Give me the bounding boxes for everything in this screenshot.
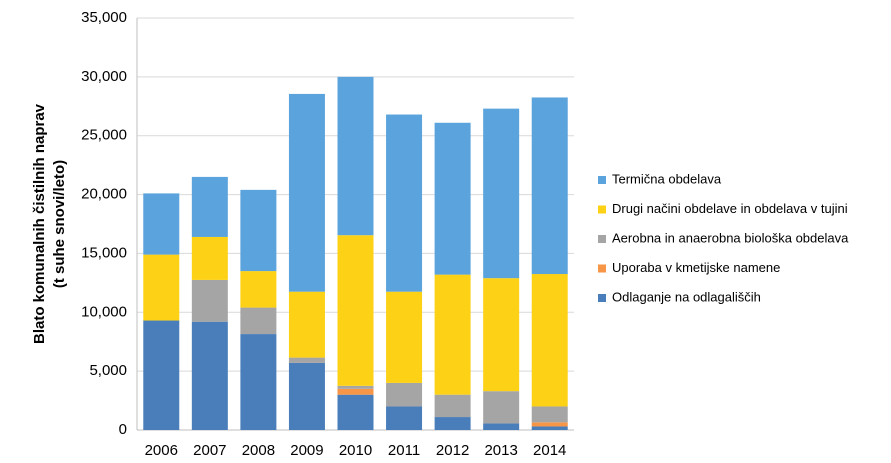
bar-segment [337,235,374,386]
bar-segment [386,114,423,292]
legend-swatch [598,235,606,243]
bar-segment [531,406,568,423]
bar-segment [288,362,325,430]
y-tick-label: 15,000 [81,244,127,261]
y-axis-label: (t suhe snovi/leto) [51,160,68,288]
bar-segment [386,382,423,407]
x-tick-label: 2013 [484,442,517,459]
bar-segment [143,254,180,321]
bar-segment [386,406,423,430]
bar-segment [337,76,374,236]
bar-segment [337,385,374,389]
x-tick-label: 2008 [242,442,275,459]
y-tick-label: 25,000 [81,127,127,144]
bar-segment [288,291,325,358]
legend-label: Odlaganje na odlagališčih [612,289,761,304]
bar-segment [434,417,471,430]
legend-swatch [598,205,606,214]
bar-segment [191,176,228,237]
bar-segment [240,271,277,308]
y-tick-label: 10,000 [81,303,127,320]
y-tick-label: 35,000 [81,9,127,26]
bar-segment [240,189,277,272]
bar-segment [483,108,520,279]
bar-segment [240,307,277,335]
legend-label: Aerobna in anaerobna biološka obdelava [612,230,849,245]
bar-segment [434,122,471,275]
legend-swatch [598,264,606,273]
bar-segment [337,388,374,395]
y-axis-label: Blato komunalnih čistilnih naprav [31,103,48,344]
bar-segment [337,394,374,430]
y-tick-label: 5,000 [89,362,127,379]
bar-segment [191,321,228,430]
x-tick-label: 2010 [339,442,372,459]
bar-segment [531,274,568,407]
x-tick-label: 2014 [533,442,566,459]
bar-segment [386,291,423,383]
x-tick-label: 2007 [193,442,226,459]
y-tick-label: 30,000 [81,68,127,85]
x-tick-label: 2006 [145,442,178,459]
legend-swatch [598,176,606,184]
legend-label: Uporaba v kmetijske namene [612,260,780,275]
legend-swatch [598,294,606,302]
bar-segment [143,193,180,255]
bar-segment [483,423,520,430]
bar-segment [531,97,568,275]
bar-segment [531,426,568,430]
legend-label: Termična obdelava [612,171,722,186]
x-tick-label: 2011 [388,442,420,459]
y-tick-label: 0 [119,421,127,438]
y-tick-label: 20,000 [81,186,127,203]
bar-segment [191,236,228,280]
bar-segment [483,278,520,392]
bar-segment [143,320,180,430]
bar-segment [434,394,471,418]
bar-segment [434,274,471,395]
bar-segment [288,357,325,363]
bar-segment [483,391,520,424]
x-tick-label: 2012 [436,442,469,459]
bar-segment [531,422,568,427]
bar-segment [240,334,277,430]
bar-segment [191,279,228,322]
x-tick-label: 2009 [290,442,323,459]
legend-label: Drugi načini obdelave in obdelava v tuji… [612,201,848,216]
bar-segment [288,93,325,292]
